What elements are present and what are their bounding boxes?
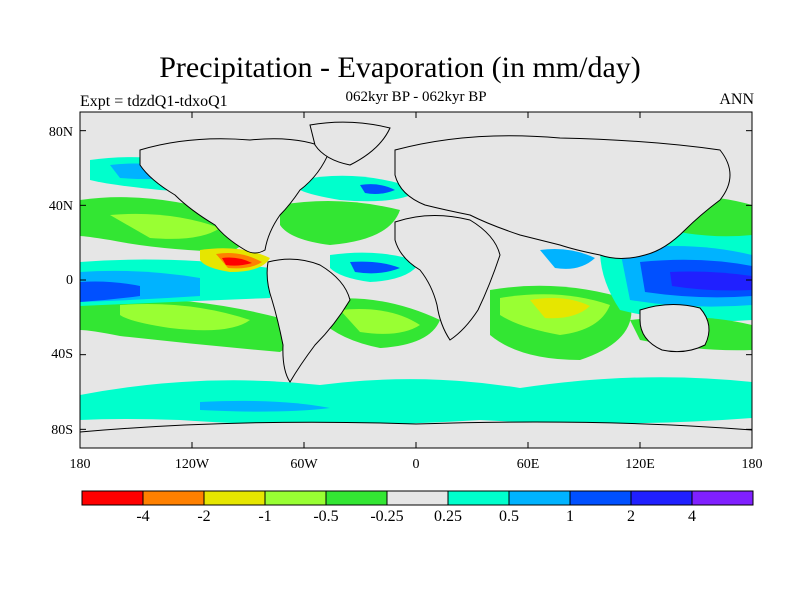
- x-tick-label: 180: [741, 457, 763, 472]
- season-label: ANN: [719, 91, 754, 108]
- field-north-atlantic-green: [280, 201, 400, 245]
- colorbar-swatch: [386, 490, 449, 506]
- colorbar: [81, 490, 754, 506]
- colorbar-label: -1: [258, 508, 272, 525]
- field-tropical-atlantic-blue: [350, 261, 400, 274]
- colorbar-label: -4: [136, 508, 150, 525]
- australia-outline: [639, 304, 710, 353]
- y-tick-label: 40N: [48, 199, 73, 214]
- colorbar-label: 1: [566, 508, 574, 525]
- field-eastern-pacific-red: [222, 257, 252, 266]
- colorbar-swatch: [447, 490, 510, 506]
- x-tick-label: 60W: [290, 457, 318, 472]
- field-southern-ocean: [80, 377, 752, 425]
- colorbar-swatch: [81, 490, 144, 506]
- colorbar-swatch: [325, 490, 388, 506]
- colorbar-label: 0.5: [499, 508, 519, 525]
- colorbar-label: -2: [197, 508, 211, 525]
- y-tick-label: 40S: [51, 347, 73, 362]
- colorbar-swatch: [203, 490, 266, 506]
- field-warm-pool-indigo: [670, 271, 752, 291]
- chart-subtitle: 062kyr BP - 062kyr BP: [345, 89, 487, 105]
- x-tick-label: 60E: [516, 457, 540, 472]
- colorbar-swatch: [569, 490, 632, 506]
- y-tick-label: 80N: [48, 125, 73, 140]
- colorbar-label: -0.5: [313, 508, 339, 525]
- colorbar-swatch: [264, 490, 327, 506]
- map-fields: [80, 112, 752, 448]
- field-southern-ocean-blue: [200, 400, 330, 412]
- y-tick-label: 80S: [51, 423, 73, 438]
- field-north-pacific-lightgreen: [110, 213, 220, 239]
- field-indian-ocean-yellow: [530, 298, 590, 319]
- field-south-pacific-lightgreen: [120, 304, 250, 331]
- x-tick-label: 120E: [625, 457, 655, 472]
- greenland-outline: [309, 121, 391, 166]
- colorbar-label: -0.25: [370, 508, 404, 525]
- x-tick-label: 0: [412, 457, 420, 472]
- field-south-atlantic-lightgreen: [340, 309, 420, 334]
- africa-outline: [394, 214, 501, 341]
- colorbar-label: 4: [688, 508, 696, 525]
- colorbar-swatch: [691, 490, 754, 506]
- field-north-atlantic-cyan: [300, 175, 420, 202]
- antarctica-outline: [80, 421, 752, 448]
- colorbar-label: 2: [627, 508, 635, 525]
- south-america-outline: [266, 258, 351, 383]
- colorbar-swatch: [508, 490, 571, 506]
- experiment-label: Expt = tdzdQ1-tdxoQ1: [80, 93, 228, 110]
- north-america-outline: [139, 138, 331, 254]
- y-tick-label: 0: [66, 273, 73, 288]
- x-tick-label: 120W: [174, 457, 210, 472]
- colorbar-label: 0.25: [434, 508, 462, 525]
- field-north-atlantic-blue: [360, 184, 395, 194]
- x-tick-label: 180: [69, 457, 91, 472]
- colorbar-swatch: [630, 490, 693, 506]
- field-arabian-sea-blue: [540, 249, 595, 269]
- continents: [80, 121, 752, 448]
- axis-ticks: [79, 112, 753, 448]
- chart-title: Precipitation - Evaporation (in mm/day): [159, 51, 641, 84]
- field-equatorial-pacific-darkblue: [80, 281, 140, 302]
- europe-asia-outline: [394, 135, 731, 259]
- colorbar-swatch: [142, 490, 205, 506]
